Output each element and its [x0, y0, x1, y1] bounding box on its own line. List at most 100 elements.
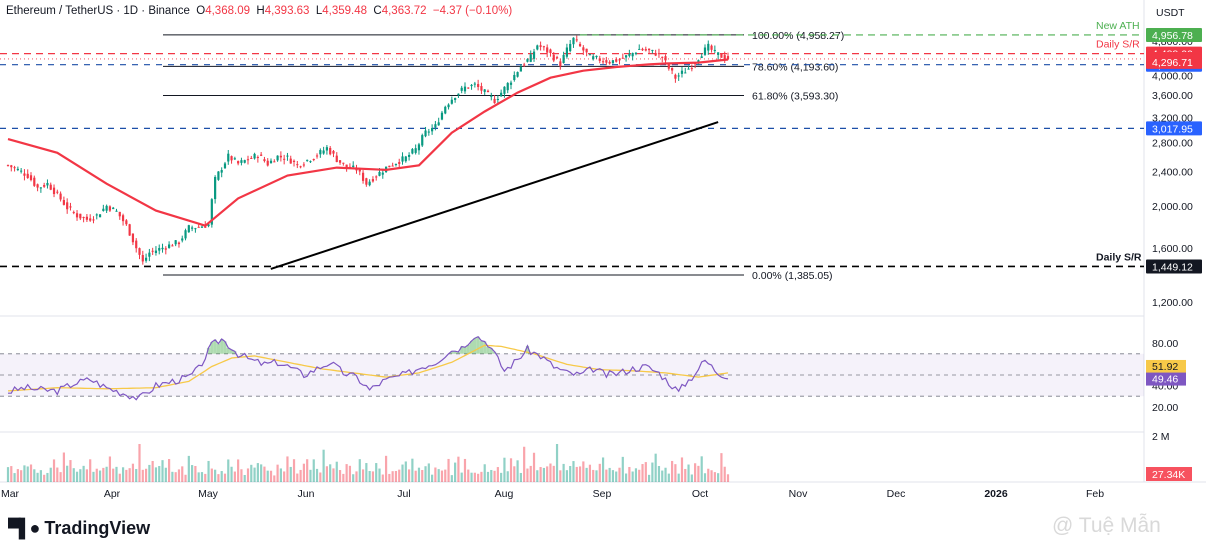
- tradingview-logo[interactable]: ▀▌● TradingView: [8, 518, 150, 539]
- candle-body: [289, 158, 292, 164]
- volume-bar: [611, 470, 615, 482]
- volume-bar: [46, 472, 49, 482]
- candle-body: [638, 48, 641, 50]
- candle-body: [13, 167, 16, 169]
- candle-body: [690, 68, 693, 70]
- candle-body: [174, 240, 177, 245]
- candle-body: [322, 150, 325, 154]
- candle-body: [555, 57, 559, 59]
- candle-body: [677, 75, 680, 77]
- low-value: 4,359.48: [322, 5, 368, 17]
- candle-body: [664, 56, 667, 61]
- volume-bar: [624, 473, 628, 482]
- volume-bar: [273, 475, 276, 482]
- volume-bar: [279, 468, 282, 482]
- candle-body: [181, 238, 184, 241]
- volume-bar: [529, 465, 532, 482]
- volume-bar: [434, 467, 437, 482]
- level-price-badge-label: 1,449.12: [1152, 261, 1193, 273]
- candle-body: [197, 226, 200, 228]
- volume-bar: [243, 474, 246, 482]
- volume-bar: [542, 467, 545, 482]
- volume-bar: [703, 473, 707, 482]
- volume-bar: [227, 459, 230, 482]
- candle-body: [431, 128, 434, 132]
- x-tick-label: Jul: [397, 488, 410, 500]
- volume-bar: [187, 455, 190, 482]
- volume-bar: [158, 466, 161, 482]
- volume-bar: [398, 469, 401, 482]
- volume-bar: [26, 466, 29, 482]
- candle-body: [720, 53, 723, 58]
- candle-body: [342, 162, 345, 164]
- candle-body: [266, 160, 269, 166]
- candle-body: [536, 45, 539, 50]
- volume-bar: [92, 471, 95, 482]
- volume-bar: [102, 467, 105, 482]
- y-tick-label: 4,000.00: [1152, 70, 1193, 82]
- volume-bar: [16, 469, 19, 482]
- candle-body: [588, 54, 592, 56]
- volume-bar: [85, 469, 89, 482]
- candle-body: [516, 72, 519, 77]
- volume-bar: [582, 461, 585, 482]
- candle-body: [72, 212, 75, 214]
- volume-bar: [394, 470, 398, 482]
- candle-body: [125, 220, 128, 225]
- candle-body: [549, 49, 552, 54]
- volume-bar: [555, 444, 559, 482]
- volume-bar: [312, 459, 315, 482]
- volume-bar: [500, 472, 503, 482]
- volume-bar: [82, 465, 85, 482]
- volume-bar: [467, 469, 470, 482]
- candle-body: [496, 98, 499, 100]
- volume-bar: [269, 470, 273, 482]
- volume-bar: [707, 468, 710, 482]
- candle-body: [214, 176, 217, 200]
- candle-body: [407, 154, 411, 157]
- fib-level-label: 0.00% (1,385.05): [752, 270, 833, 282]
- volume-bar: [447, 458, 450, 482]
- volume-bar: [513, 466, 516, 482]
- volume-bar: [470, 472, 473, 482]
- y-tick-label: 1,600.00: [1152, 243, 1193, 255]
- volume-bar: [677, 473, 680, 482]
- candle-body: [227, 153, 230, 162]
- change-value: −4.37 (−0.10%): [432, 5, 513, 17]
- candle-body: [713, 49, 716, 51]
- candle-body: [618, 59, 621, 61]
- volume-bar: [365, 463, 368, 482]
- volume-bar: [690, 474, 693, 482]
- volume-bar: [266, 470, 269, 482]
- candle-body: [355, 169, 358, 171]
- candle-body: [43, 185, 46, 187]
- volume-bar: [125, 469, 128, 482]
- candle-body: [470, 84, 473, 87]
- volume-bar: [404, 461, 407, 482]
- volume-bar: [13, 473, 16, 482]
- volume-bar: [177, 469, 181, 482]
- volume-bar: [680, 457, 684, 482]
- volume-bar: [552, 465, 555, 482]
- candle-body: [569, 43, 572, 52]
- candle-body: [575, 39, 578, 41]
- candle-body: [200, 226, 204, 228]
- volume-bar: [98, 470, 102, 482]
- volume-bar: [644, 462, 647, 482]
- candle-body: [585, 48, 588, 53]
- volume-bar: [483, 464, 486, 482]
- candle-body: [414, 148, 417, 153]
- volume-bar: [148, 464, 151, 482]
- candle-body: [483, 89, 486, 92]
- volume-bar: [674, 464, 677, 482]
- candle-body: [49, 184, 52, 190]
- volume-bar: [79, 469, 82, 482]
- candle-body: [164, 248, 167, 250]
- volume-bar: [253, 467, 256, 482]
- volume-bar: [306, 459, 309, 482]
- volume-bar: [256, 463, 259, 482]
- candle-body: [687, 68, 690, 70]
- volume-bar: [237, 459, 240, 482]
- candle-body: [315, 155, 319, 157]
